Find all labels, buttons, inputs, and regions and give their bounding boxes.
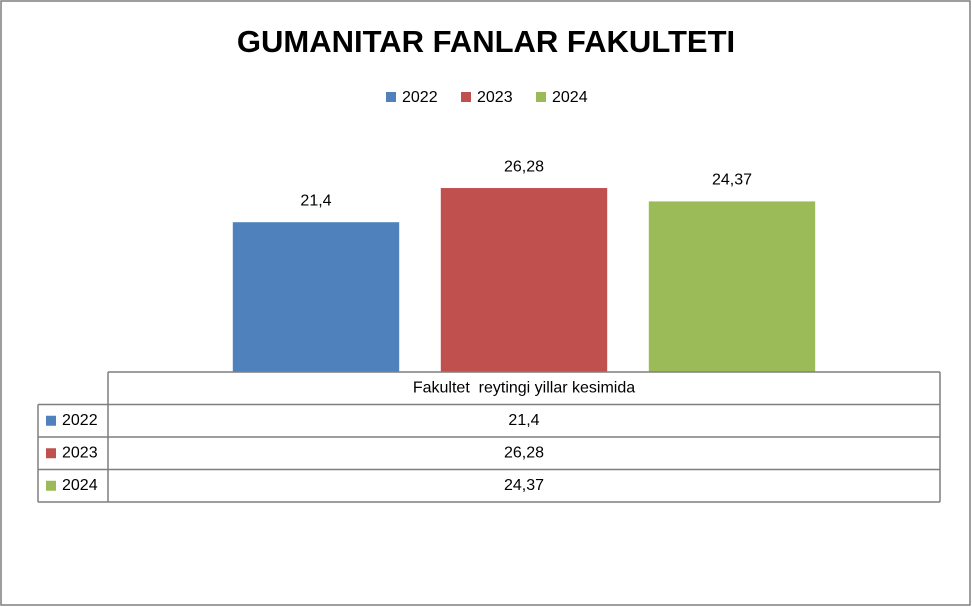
legend-label: 2024 bbox=[552, 89, 588, 106]
bar bbox=[440, 188, 608, 372]
data-label: 21,4 bbox=[300, 192, 331, 209]
data-label: 24,37 bbox=[712, 172, 752, 189]
table-cell: 21,4 bbox=[508, 412, 539, 429]
legend-label: 2022 bbox=[402, 89, 438, 106]
legend-swatch bbox=[386, 92, 396, 102]
legend-label: 2023 bbox=[477, 89, 513, 106]
legend-swatch bbox=[461, 92, 471, 102]
table-legend-swatch bbox=[46, 448, 56, 459]
table-cell: 24,37 bbox=[504, 477, 544, 494]
table-header: Fakultet reytingi yillar kesimida bbox=[413, 379, 635, 396]
bar bbox=[232, 222, 400, 372]
table-legend-swatch bbox=[46, 415, 56, 426]
bar bbox=[648, 201, 816, 372]
table-legend-swatch bbox=[46, 480, 56, 491]
table-cell: 26,28 bbox=[504, 444, 544, 461]
table-row-label: 2022 bbox=[62, 412, 98, 429]
data-label: 26,28 bbox=[504, 158, 544, 175]
chart-title: GUMANITAR FANLAR FAKULTETI bbox=[237, 24, 735, 59]
table-row-label: 2024 bbox=[62, 477, 98, 494]
table-row-label: 2023 bbox=[62, 444, 98, 461]
legend-swatch bbox=[536, 92, 546, 102]
